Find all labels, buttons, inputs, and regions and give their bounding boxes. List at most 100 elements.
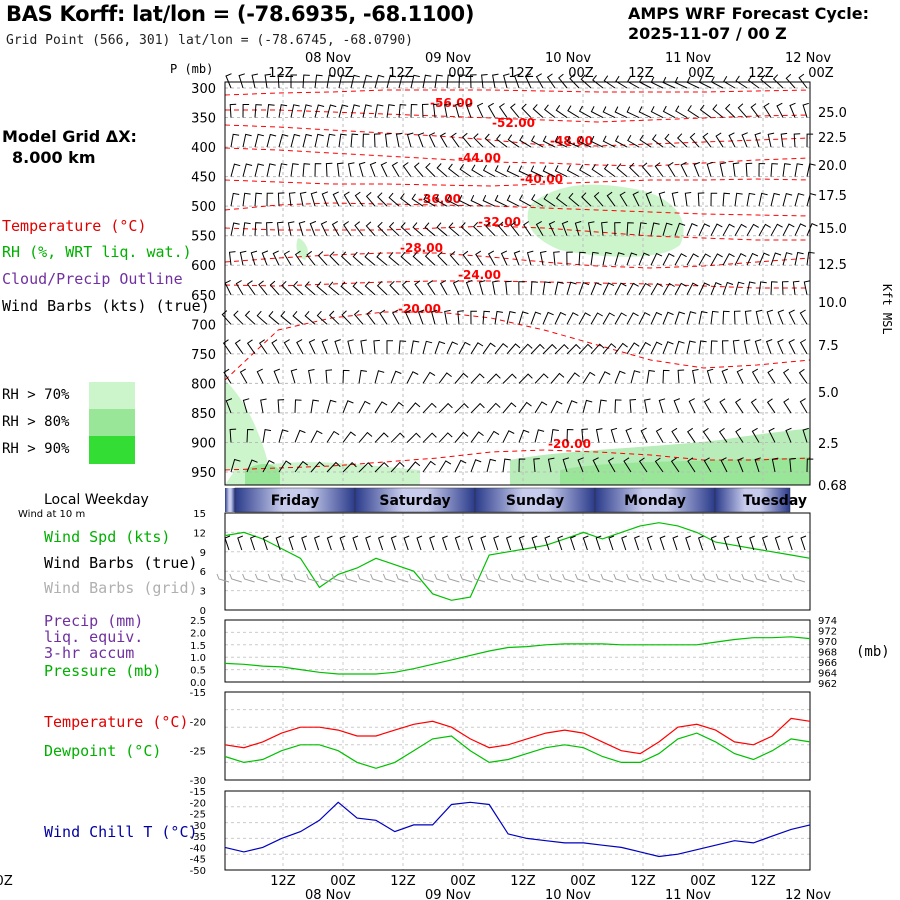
legend-precip: Precip (mm) <box>44 612 144 630</box>
bottom-time-tick: 12Z <box>390 874 416 889</box>
grid-wind-barb <box>728 573 742 583</box>
wind-barb <box>398 74 409 89</box>
bottom-time-tick: 00Z <box>450 874 476 889</box>
wind-barb <box>497 221 508 237</box>
wind-barb <box>770 192 781 207</box>
wind-barb <box>410 340 420 354</box>
wind-barb <box>292 310 304 325</box>
wind-barb <box>578 105 592 118</box>
wind-barb <box>454 372 469 384</box>
wind-barb <box>358 161 366 177</box>
temp-tick-label: -20 <box>190 717 206 728</box>
wind-barb <box>280 310 292 325</box>
top-date-label: 08 Nov <box>305 51 351 66</box>
wind-barb <box>430 309 438 325</box>
wind-barb <box>374 370 385 384</box>
wind-barb <box>412 251 424 266</box>
wind-barb <box>534 401 548 414</box>
wind-barb <box>587 221 595 236</box>
wind-barb <box>377 192 388 207</box>
wind-barb <box>664 133 676 148</box>
wind-barb <box>555 105 568 118</box>
wind-barb <box>258 280 268 296</box>
surface-wind-barb <box>749 535 755 551</box>
wind-barb <box>230 163 241 177</box>
wind-barb <box>482 342 496 355</box>
surface-wind-barb <box>403 535 410 551</box>
wind-barb <box>734 223 747 236</box>
wind-barb <box>358 369 367 384</box>
wind-barb <box>626 106 640 118</box>
grid-wind-barb <box>408 573 422 583</box>
surface-wind-barb <box>429 535 435 551</box>
wind-barb <box>486 430 500 443</box>
wind-barb <box>785 73 796 89</box>
wind-barb <box>388 222 400 237</box>
grid-wind-barb <box>677 573 690 583</box>
wind-barb <box>568 192 580 207</box>
wind-barb <box>602 135 616 148</box>
top-time-tick: 00Z <box>448 66 474 81</box>
dewpoint-line <box>224 732 811 769</box>
wind-barb <box>513 250 521 266</box>
wind-barb <box>735 75 748 89</box>
wind-barb <box>758 281 767 295</box>
windchill-tick-label: -15 <box>190 787 206 798</box>
surface-wind-barb <box>326 535 333 551</box>
wind-barb <box>500 250 508 266</box>
wind-barb <box>530 165 544 178</box>
wind-barb <box>689 132 700 148</box>
wind-barb <box>736 368 744 384</box>
wind-barb <box>638 341 651 355</box>
wind-barb <box>638 457 648 473</box>
wind-barb <box>721 340 729 354</box>
top-date-label: 10 Nov <box>545 51 591 66</box>
surface-wind-barb <box>685 535 691 551</box>
wind-barb <box>766 398 776 414</box>
grid-wind-barb <box>229 573 242 583</box>
height-tick-label: 17.5 <box>818 189 847 204</box>
windchill-tick-label: -35 <box>190 832 206 843</box>
wind-barb <box>803 280 811 295</box>
wind-barb <box>234 339 244 355</box>
wind-barb <box>470 74 477 89</box>
wind-barb <box>658 191 666 207</box>
wind-barb <box>251 73 259 89</box>
day-band <box>594 487 716 513</box>
wind-barb <box>785 427 792 443</box>
wind-barb <box>266 104 275 118</box>
wind-barb <box>699 104 712 118</box>
wind-barb <box>342 400 354 414</box>
wind-barb <box>254 104 262 118</box>
wind-barb <box>306 250 316 266</box>
legend-rh70: RH > 70% <box>2 387 70 403</box>
surface-wind-barb <box>416 535 423 551</box>
wind-barb <box>686 282 699 295</box>
grid-wind-barb <box>702 573 716 583</box>
wind-barb <box>675 105 688 118</box>
legend-swatch-rh90 <box>89 436 135 464</box>
wind-barb <box>336 162 344 177</box>
wind-barb <box>338 104 349 118</box>
wind-barb <box>662 282 675 296</box>
wind-barb <box>398 104 407 118</box>
wind-barb <box>566 400 578 414</box>
wind-barb <box>687 105 700 118</box>
wind-barb <box>325 369 333 384</box>
wind-barb <box>673 398 680 414</box>
wind-barb <box>239 368 248 384</box>
wind-barb <box>518 311 529 325</box>
surface-wind-barb <box>774 535 781 551</box>
weekday-label: Local Weekday <box>44 492 149 508</box>
wind-barb <box>710 340 718 354</box>
wind-barb <box>424 222 436 237</box>
bottom-time-tick: 00Z <box>690 874 716 889</box>
surface-wind-barb <box>352 535 359 551</box>
wind-barb <box>242 133 252 148</box>
wind-barb <box>667 161 676 177</box>
wind-barb <box>638 222 647 236</box>
wind-barb <box>654 457 664 473</box>
wind-barb <box>792 280 800 295</box>
day-band <box>225 488 235 512</box>
wind-barb <box>422 371 436 384</box>
